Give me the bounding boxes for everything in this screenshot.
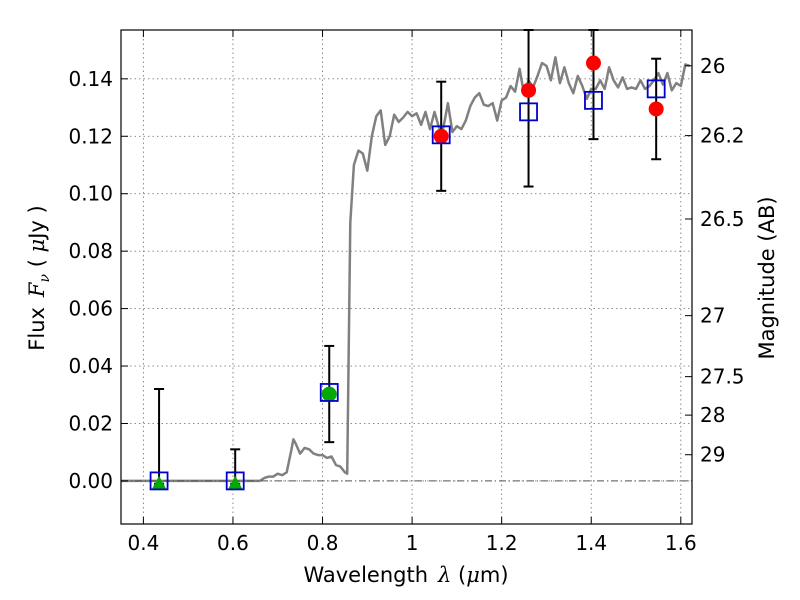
plot-frame [120, 29, 693, 525]
model-photometry-square [431, 125, 451, 145]
mag-tick-label: 26.5 [700, 207, 745, 231]
y-tick-label: 0.00 [68, 469, 113, 493]
mag-tick-label: 26 [700, 54, 725, 78]
markers-layer [149, 55, 666, 491]
y-tick-label: 0.12 [68, 124, 113, 148]
x-tick-label: 1.6 [665, 531, 697, 555]
mag-tick-label: 26.2 [700, 124, 745, 148]
x-tick-label: 1 [406, 531, 419, 555]
ticks-layer: 0.4 0.6 0.8 1 1.2 1.4 1.6 0.00 0.02 0.04 0.06 0.08 0… [68, 30, 745, 555]
y-tick-label: 0.06 [68, 297, 113, 321]
mag-tick-label: 29 [700, 443, 725, 467]
y-tick-label: 0.14 [68, 67, 113, 91]
model-photometry-square [319, 383, 339, 402]
y-tick-label: 0.08 [68, 239, 113, 263]
green-flux-point [321, 386, 337, 402]
y-axis-label: FluxFν ( μJy ) [25, 205, 53, 350]
model-photometry-square [519, 102, 538, 122]
mag-tick-label: 27 [700, 304, 725, 328]
x-tick-label: 0.6 [217, 531, 249, 555]
mag-tick-label: 28 [700, 403, 725, 427]
x-tick-label: 1.4 [575, 531, 607, 555]
y2-axis-label: Magnitude (AB) [755, 196, 779, 359]
grid-layer [121, 30, 692, 524]
model-photometry-square [584, 90, 603, 110]
x-tick-label: 0.8 [307, 531, 339, 555]
model-photometry-square [225, 471, 245, 491]
upper-limit-triangle [227, 475, 243, 490]
model-photometry-square [646, 79, 666, 99]
observed-flux-point [521, 82, 537, 98]
model-photometry-square [149, 471, 169, 491]
sed-model-line [121, 56, 691, 483]
upper-limit-triangle [151, 475, 167, 490]
y-tick-label: 0.04 [68, 354, 113, 378]
observed-flux-point [433, 128, 449, 144]
mag-tick-label: 27.5 [700, 365, 745, 389]
y-tick-label: 0.02 [68, 411, 113, 435]
x-tick-label: 0.4 [127, 531, 159, 555]
observed-flux-point [648, 101, 664, 117]
x-axis-label: Wavelength λ (μm) [303, 563, 508, 587]
x-tick-label: 1.2 [486, 531, 518, 555]
y-tick-label: 0.10 [68, 182, 113, 206]
sed-model-layer [121, 56, 691, 483]
observed-flux-point [585, 55, 601, 71]
